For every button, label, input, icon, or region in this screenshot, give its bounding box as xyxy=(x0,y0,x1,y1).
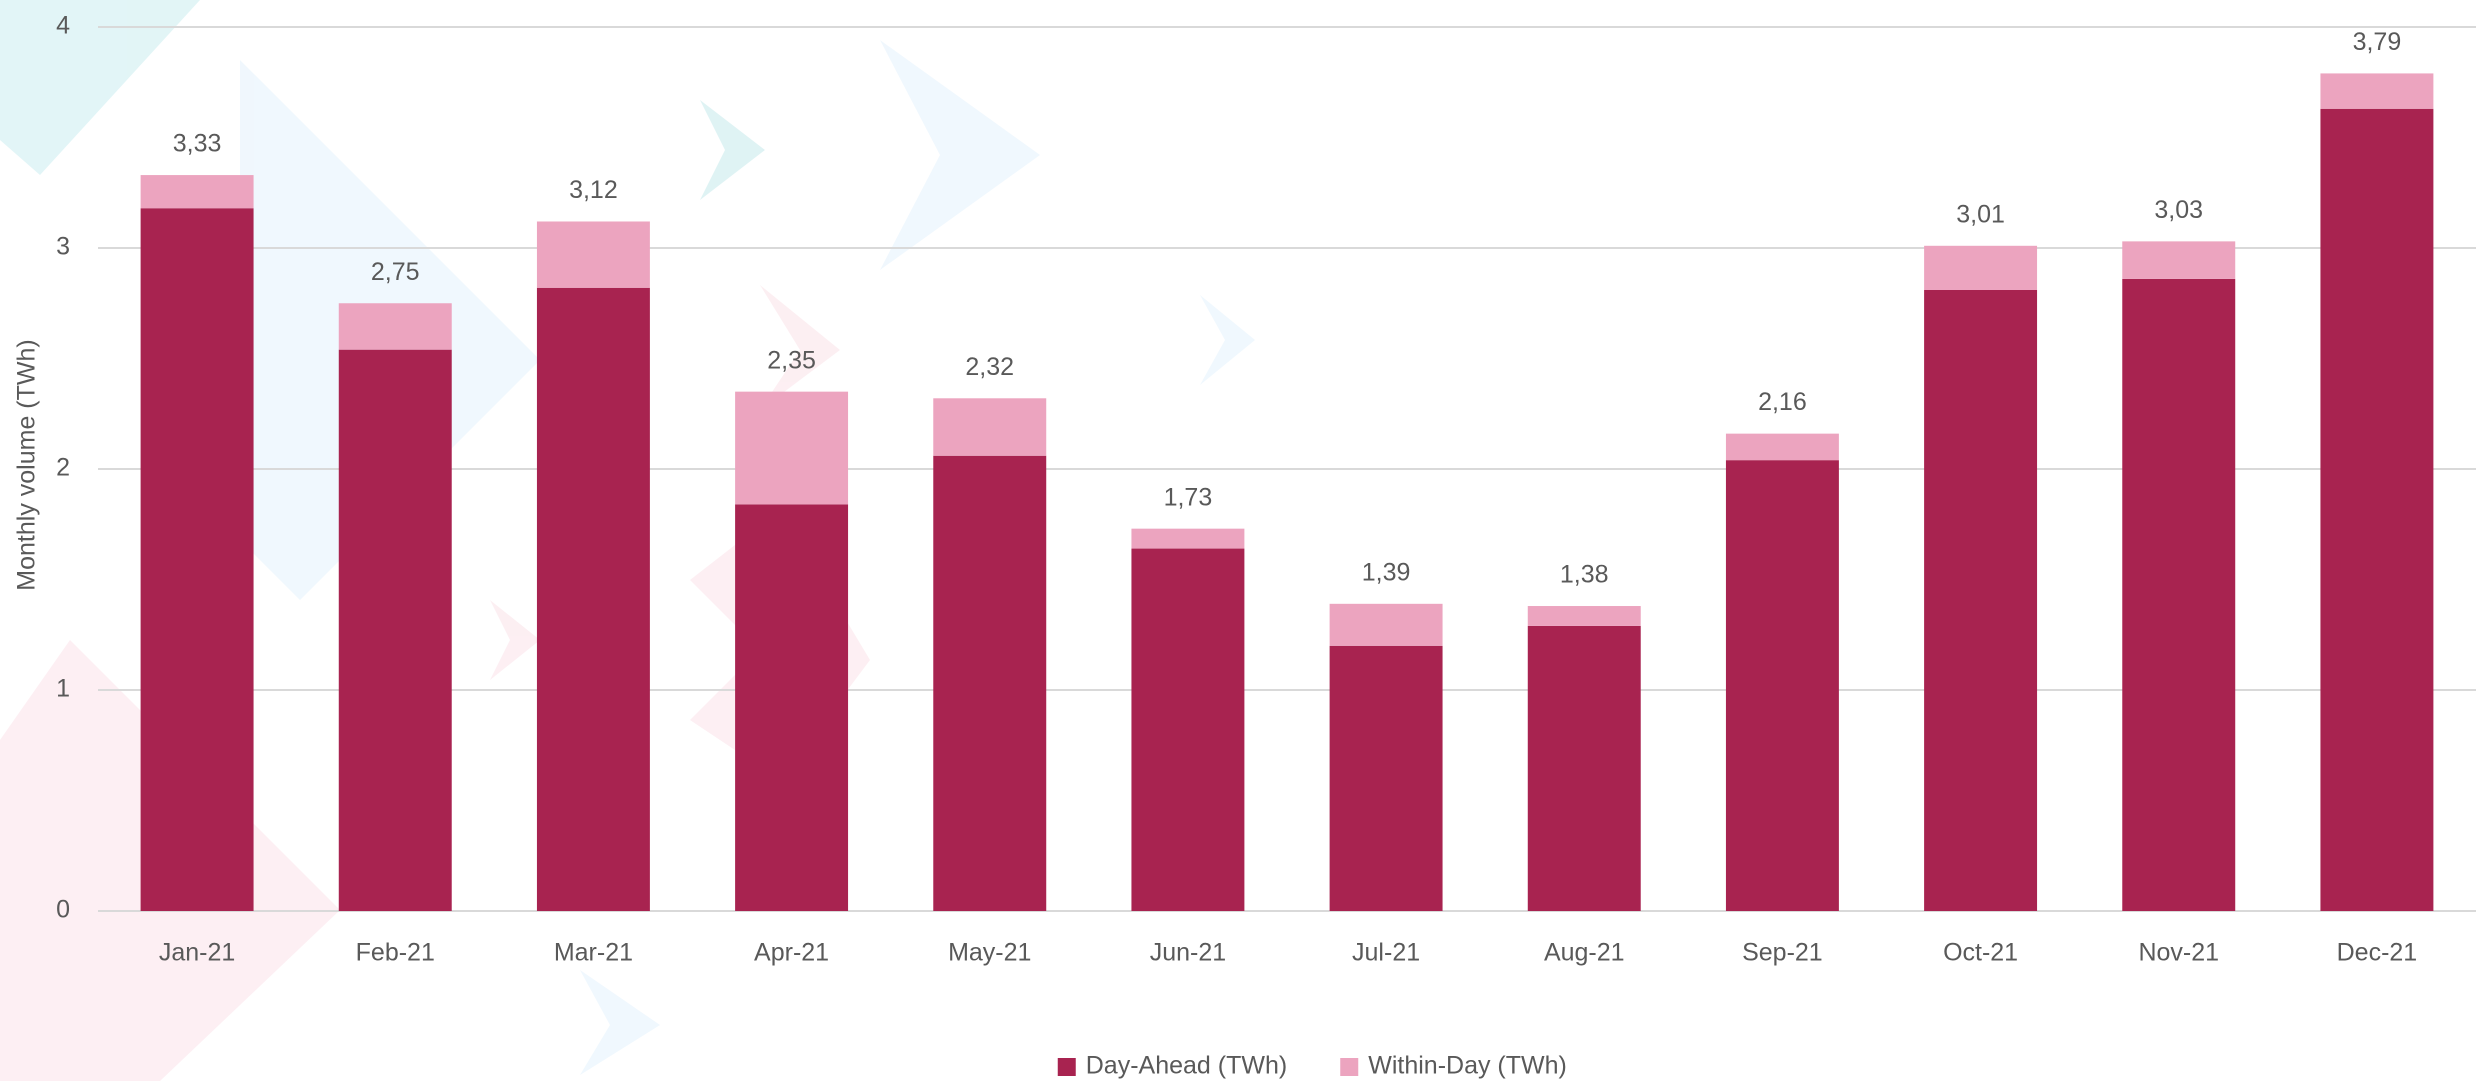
total-label: 2,35 xyxy=(767,346,816,374)
total-label: 3,01 xyxy=(1956,200,2005,228)
bar-segment xyxy=(2320,108,2434,911)
x-tick-label: Jul-21 xyxy=(1352,939,1420,967)
bar-segment xyxy=(1725,433,1839,461)
x-tick-label: Sep-21 xyxy=(1742,939,1823,967)
bar-segment xyxy=(1329,603,1443,646)
x-tick-label: Jan-21 xyxy=(159,939,235,967)
total-label: 2,32 xyxy=(965,353,1014,381)
total-label: 3,03 xyxy=(2154,196,2203,224)
legend-label: Day-Ahead (TWh) xyxy=(1086,1052,1287,1080)
y-tick-label: 0 xyxy=(56,896,70,924)
x-tick-label: Oct-21 xyxy=(1943,939,2018,967)
legend: Day-Ahead (TWh) Within-Day (TWh) xyxy=(1057,1052,1567,1080)
bar-segment xyxy=(933,455,1047,911)
x-tick-label: Apr-21 xyxy=(754,939,829,967)
y-tick-label: 3 xyxy=(56,233,70,261)
bar-segment xyxy=(1924,245,2038,290)
bar-segment xyxy=(1131,528,1245,549)
y-tick-label: 1 xyxy=(56,675,70,703)
total-label: 3,79 xyxy=(2353,28,2402,56)
bar-segment xyxy=(140,208,254,912)
bar-segment xyxy=(2122,278,2236,911)
bar-segment xyxy=(735,504,849,911)
total-label: 3,33 xyxy=(173,130,222,158)
legend-label: Within-Day (TWh) xyxy=(1368,1052,1567,1080)
bar-segment xyxy=(2122,241,2236,279)
bar-segment xyxy=(735,391,849,505)
total-label: 1,39 xyxy=(1362,558,1411,586)
bar-segment xyxy=(140,175,254,209)
bar-segment xyxy=(338,303,452,350)
total-label: 2,75 xyxy=(371,258,420,286)
bar-segment xyxy=(1527,606,1641,626)
x-tick-label: Aug-21 xyxy=(1544,939,1625,967)
x-tick-label: Nov-21 xyxy=(2138,939,2219,967)
x-tick-label: Feb-21 xyxy=(356,939,435,967)
y-tick-label: 2 xyxy=(56,454,70,482)
bar-segment xyxy=(933,398,1047,456)
legend-swatch xyxy=(1057,1058,1076,1076)
bar-segment xyxy=(1131,548,1245,911)
bar-segment xyxy=(1527,625,1641,911)
x-tick-label: May-21 xyxy=(948,939,1031,967)
y-tick-label: 4 xyxy=(56,12,70,40)
bar-segment xyxy=(536,221,650,288)
bar-segment xyxy=(1725,460,1839,911)
bar-segment xyxy=(1329,645,1443,911)
total-label: 3,12 xyxy=(569,176,618,204)
x-tick-label: Mar-21 xyxy=(554,939,633,967)
bar-segment xyxy=(1924,289,2038,911)
total-label: 1,73 xyxy=(1164,483,1213,511)
bar-segment xyxy=(536,287,650,911)
total-label: 2,16 xyxy=(1758,388,1807,416)
x-tick-label: Dec-21 xyxy=(2337,939,2418,967)
y-axis-title: Monthly volume (TWh) xyxy=(13,339,41,590)
bar-segment xyxy=(2320,73,2434,109)
bar-segment xyxy=(338,349,452,911)
x-tick-label: Jun-21 xyxy=(1150,939,1226,967)
legend-swatch xyxy=(1340,1058,1359,1076)
total-label: 1,38 xyxy=(1560,561,1609,589)
